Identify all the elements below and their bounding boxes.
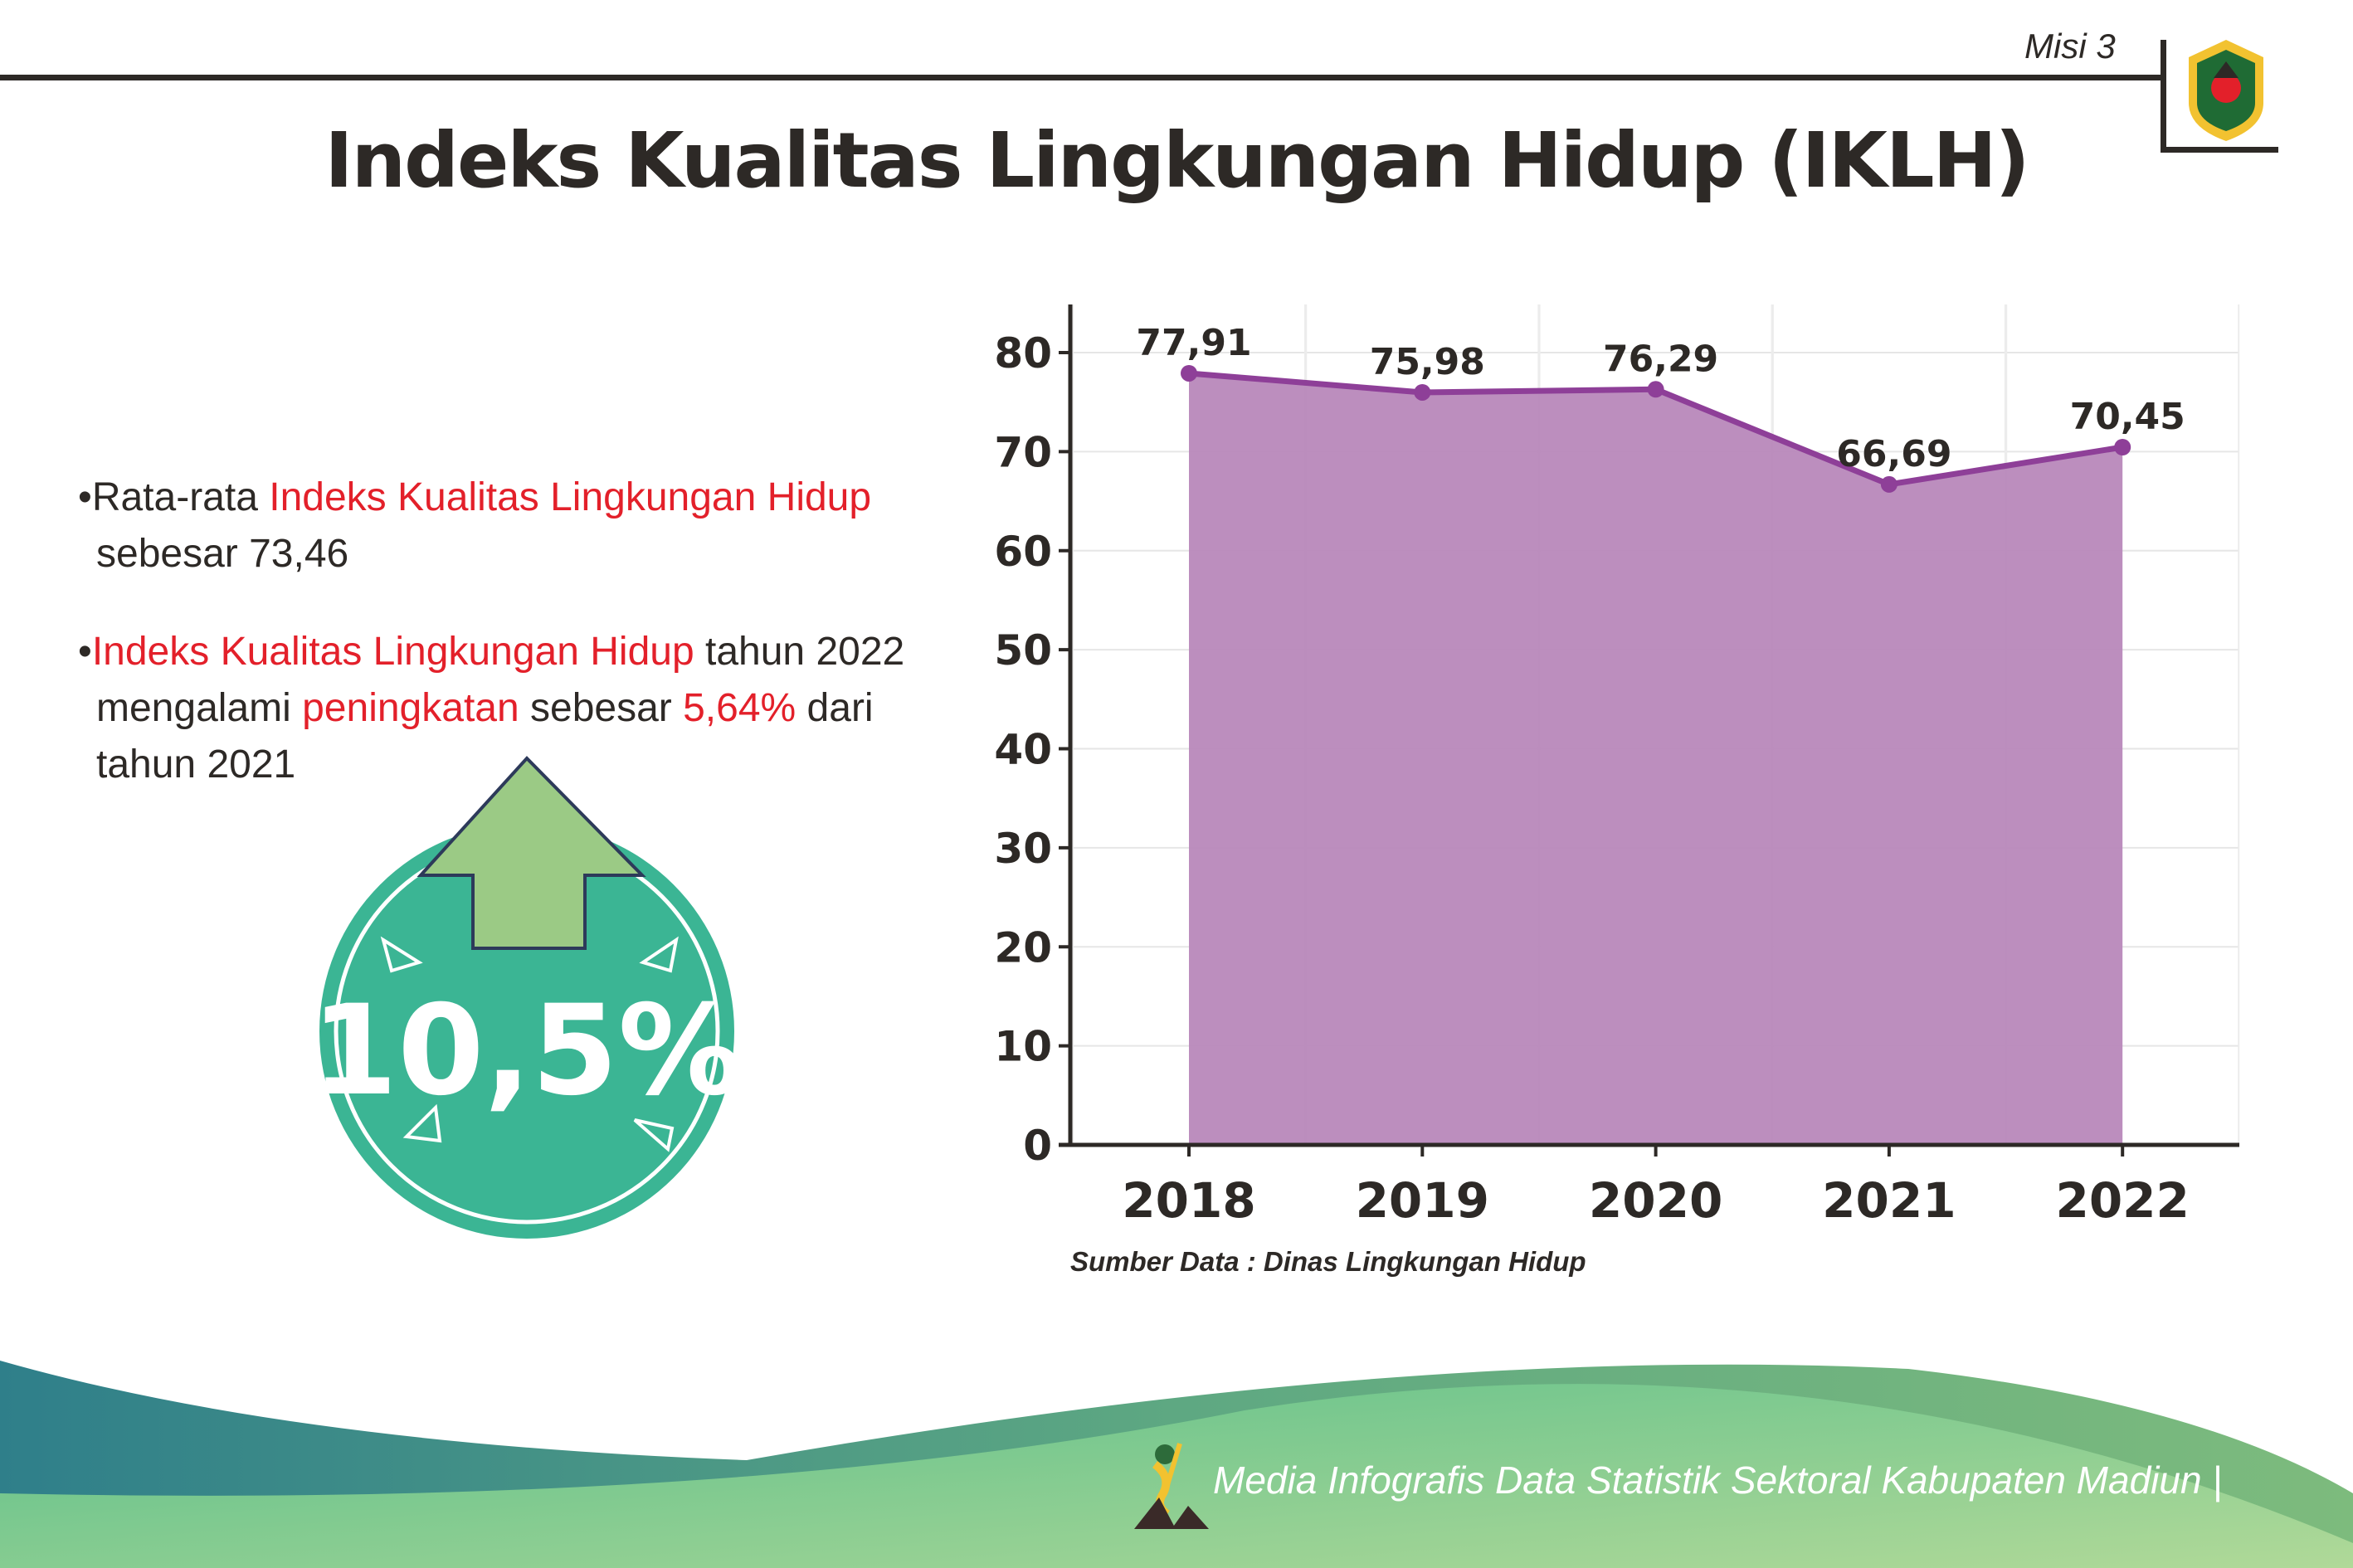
bullet-text: mengalami xyxy=(96,686,303,730)
y-tick-label: 20 xyxy=(994,923,1052,971)
badge-value: 10,5% xyxy=(311,979,743,1123)
bullet-text: tahun 2022 xyxy=(694,630,905,674)
bullet-average: •Rata-rata Indeks Kualitas Lingkungan Hi… xyxy=(78,470,871,582)
data-label: 75,98 xyxy=(1370,341,1485,383)
source-note: Sumber Data : Dinas Lingkungan Hidup xyxy=(1070,1246,1586,1277)
sparkle-icons xyxy=(380,936,679,1152)
x-tick-label: 2020 xyxy=(1589,1172,1722,1229)
y-tick-label: 50 xyxy=(994,626,1052,674)
y-tick-label: 30 xyxy=(994,825,1052,873)
header-rule xyxy=(0,75,2164,80)
bullet-text: tahun 2021 xyxy=(96,743,296,786)
badge-circle xyxy=(319,824,734,1239)
bullet-highlight: Indeks Kualitas Lingkungan Hidup xyxy=(269,475,872,519)
logo-frame-horizontal xyxy=(2161,147,2278,153)
infographic-logo-icon xyxy=(1134,1443,1209,1529)
footer-text: Media Infografis Data Statistik Sektoral… xyxy=(1213,1458,2223,1502)
y-tick-label: 10 xyxy=(994,1023,1052,1071)
footer-wave xyxy=(0,1361,2353,1568)
data-point xyxy=(2114,439,2131,456)
data-label: 77,91 xyxy=(1136,322,1251,364)
y-tick-label: 60 xyxy=(994,528,1052,576)
x-tick-label: 2021 xyxy=(1822,1172,1956,1229)
bullet-increase: •Indeks Kualitas Lingkungan Hidup tahun … xyxy=(78,624,904,793)
bullet-highlight: peningkatan xyxy=(302,686,519,730)
x-tick-label: 2018 xyxy=(1122,1172,1255,1229)
mission-label: Misi 3 xyxy=(2024,27,2116,66)
x-tick-label: 2019 xyxy=(1356,1172,1489,1229)
area-fill xyxy=(1189,373,2123,1146)
bullet-text: sebesar xyxy=(519,686,684,730)
page-title: Indeks Kualitas Lingkungan Hidup (IKLH) xyxy=(324,116,2029,205)
y-tick-label: 80 xyxy=(994,329,1052,377)
data-point xyxy=(1181,364,1197,382)
y-tick-label: 70 xyxy=(994,428,1052,476)
data-point xyxy=(1414,383,1431,401)
bullet-text: Rata-rata xyxy=(91,475,270,519)
bullet-highlight: Indeks Kualitas Lingkungan Hidup xyxy=(91,630,694,674)
kabupaten-madiun-logo xyxy=(2189,40,2263,141)
data-label: 70,45 xyxy=(2070,396,2185,438)
iklh-chart: 0 10 20 30 40 50 60 70 80 77,91 2018 75,98 2019 76,29… xyxy=(994,304,2240,1229)
data-point xyxy=(1880,475,1898,493)
data-point xyxy=(1647,381,1664,398)
bullet-text: dari xyxy=(796,686,874,730)
growth-badge: 10,5% xyxy=(311,756,743,1239)
bullet-text: sebesar 73,46 xyxy=(96,532,349,576)
data-label: 76,29 xyxy=(1603,338,1718,380)
x-tick-label: 2022 xyxy=(2055,1172,2189,1229)
y-tick-label: 0 xyxy=(1023,1122,1052,1170)
y-tick-label: 40 xyxy=(994,726,1052,774)
logo-frame-vertical xyxy=(2161,40,2166,153)
data-label: 66,69 xyxy=(1836,433,1951,475)
arrow-up-icon xyxy=(417,756,646,950)
bullet-highlight: 5,64% xyxy=(683,686,797,730)
